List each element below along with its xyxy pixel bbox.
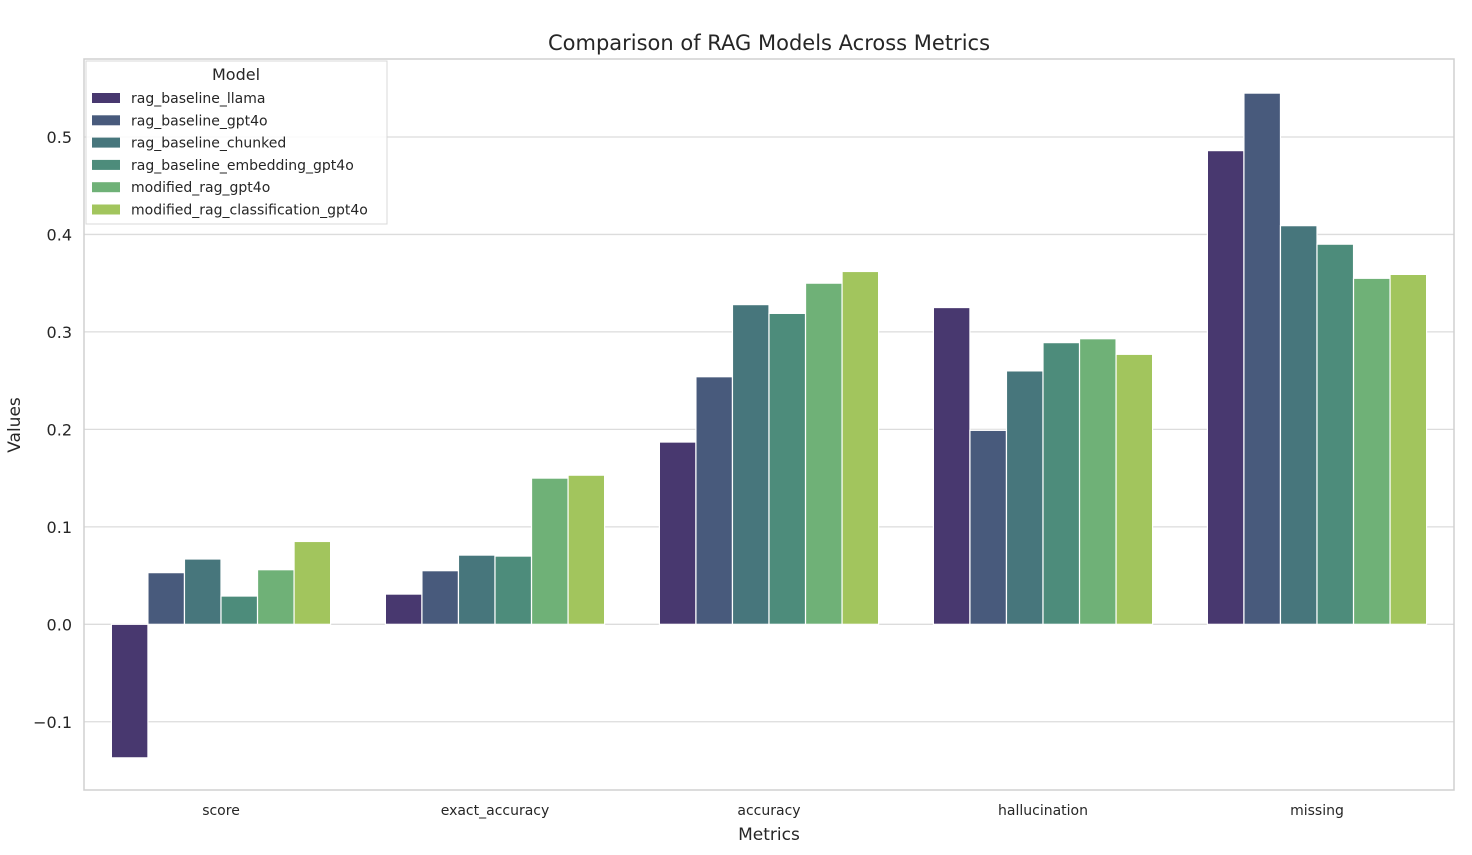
legend-entry: modified_rag_gpt4o (131, 180, 270, 196)
legend-swatch (92, 204, 120, 215)
legend-swatch (92, 115, 120, 126)
bar-rag_baseline_llama-missing (1206, 150, 1245, 625)
bar-rag_baseline_gpt4o-missing (1243, 92, 1282, 625)
y-tick-label: 0.0 (47, 615, 72, 634)
bars (110, 92, 1428, 759)
bar-modified_rag_classification_gpt4o-hallucination (1115, 353, 1154, 625)
bar-rag_baseline_chunked-accuracy (731, 304, 770, 625)
x-tick-label: score (202, 803, 240, 819)
bar-rag_baseline_llama-score (110, 623, 149, 759)
chart-title: Comparison of RAG Models Across Metrics (548, 31, 990, 55)
bar-rag_baseline_llama-accuracy (658, 441, 697, 625)
legend-entry: rag_baseline_llama (131, 91, 265, 107)
legend-swatch (92, 137, 120, 148)
x-tick-label: hallucination (998, 803, 1088, 819)
y-axis-label: Values (5, 397, 25, 453)
x-tick-label: accuracy (737, 803, 800, 819)
plot-frame (83, 58, 1455, 791)
bar-modified_rag_gpt4o-missing (1352, 277, 1391, 625)
bar-rag_baseline_gpt4o-accuracy (695, 376, 734, 625)
bar-modified_rag_gpt4o-score (256, 569, 295, 625)
bar-modified_rag_gpt4o-accuracy (804, 282, 843, 625)
legend-box (85, 60, 388, 225)
legend: Model rag_baseline_llama rag_baseline_gpt… (85, 60, 388, 225)
bar-modified_rag_gpt4o-hallucination (1078, 338, 1117, 625)
legend-swatch (92, 93, 120, 103)
bar-rag_baseline_chunked-exact_accuracy (457, 554, 496, 625)
bar-rag_baseline_embedding_gpt4o-score (220, 595, 259, 625)
bar-rag_baseline_embedding_gpt4o-hallucination (1042, 342, 1081, 625)
bar-modified_rag_classification_gpt4o-score (293, 540, 332, 625)
y-tick-label: −0.1 (33, 713, 72, 732)
bar-rag_baseline_gpt4o-exact_accuracy (421, 570, 460, 625)
bar-modified_rag_classification_gpt4o-accuracy (841, 270, 880, 625)
x-axis-label: Metrics (738, 825, 800, 845)
y-tick-label: 0.3 (47, 323, 72, 342)
bar-rag_baseline_chunked-score (183, 558, 222, 625)
legend-entry: rag_baseline_chunked (131, 136, 286, 152)
legend-swatch (92, 159, 120, 170)
bar-modified_rag_gpt4o-exact_accuracy (530, 477, 569, 625)
y-tick-label: 0.2 (47, 420, 72, 439)
bar-rag_baseline_chunked-hallucination (1005, 370, 1044, 625)
legend-items: rag_baseline_llama rag_baseline_gpt4o rag_… (92, 91, 368, 219)
bar-rag_baseline_chunked-missing (1279, 225, 1318, 625)
legend-swatch (92, 182, 120, 193)
bar-rag_baseline_gpt4o-hallucination (969, 429, 1008, 625)
y-tick-label: 0.1 (47, 518, 72, 537)
bar-rag_baseline_embedding_gpt4o-exact_accuracy (494, 555, 533, 625)
legend-entry: rag_baseline_gpt4o (131, 113, 268, 129)
legend-entry: rag_baseline_embedding_gpt4o (131, 158, 354, 174)
legend-entry: modified_rag_classification_gpt4o (131, 203, 368, 219)
y-tick-labels: −0.1 0.0 0.1 0.2 0.3 0.4 0.5 (33, 128, 72, 732)
y-tick-label: 0.4 (47, 225, 72, 244)
y-tick-label: 0.5 (47, 128, 72, 147)
bar-rag_baseline_embedding_gpt4o-accuracy (768, 312, 807, 625)
bar-rag_baseline_gpt4o-score (147, 572, 186, 625)
x-tick-label: exact_accuracy (441, 803, 550, 819)
bar-rag_baseline_llama-hallucination (932, 306, 971, 625)
legend-title: Model (212, 65, 260, 84)
bar-rag_baseline_embedding_gpt4o-missing (1316, 243, 1355, 625)
bar-modified_rag_classification_gpt4o-exact_accuracy (567, 474, 606, 625)
x-tick-label: missing (1290, 803, 1344, 819)
bar-rag_baseline_llama-exact_accuracy (384, 593, 423, 625)
bar-modified_rag_classification_gpt4o-missing (1389, 273, 1428, 625)
x-tick-labels: score exact_accuracy accuracy hallucination… (202, 803, 1344, 819)
